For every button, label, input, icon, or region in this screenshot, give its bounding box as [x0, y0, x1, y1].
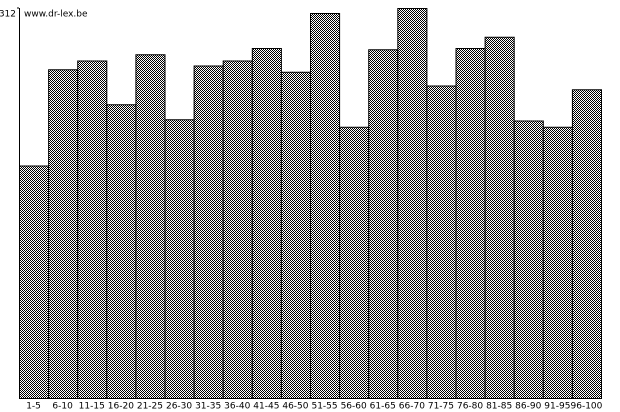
bar	[571, 89, 603, 399]
bar	[251, 48, 282, 399]
x-tick-label: 6-10	[52, 402, 73, 412]
x-tick-label: 56-60	[341, 402, 367, 412]
x-tick-label: 91-95	[544, 402, 570, 412]
bar	[135, 54, 166, 399]
x-tick-label: 1-5	[26, 402, 41, 412]
x-tick-label: 31-35	[195, 402, 221, 412]
bar	[484, 36, 515, 399]
bar	[280, 71, 311, 399]
bar	[368, 49, 399, 399]
x-tick-label: 51-55	[311, 402, 337, 412]
bar	[106, 104, 137, 399]
bar	[426, 85, 457, 399]
bar	[222, 60, 253, 399]
x-tick-label: 81-85	[486, 402, 512, 412]
x-tick-label: 26-30	[166, 402, 192, 412]
x-tick-label: 46-50	[282, 402, 308, 412]
watermark: www.dr-lex.be	[24, 10, 88, 20]
x-tick-label: 76-80	[457, 402, 483, 412]
bar	[455, 48, 486, 399]
x-tick-label: 86-90	[515, 402, 541, 412]
bar	[397, 8, 428, 399]
x-tick-label: 41-45	[253, 402, 279, 412]
bar	[193, 65, 224, 399]
x-tick-label: 61-65	[370, 402, 396, 412]
x-tick-label: 11-15	[79, 402, 105, 412]
x-tick-label: 66-70	[399, 402, 425, 412]
bar	[339, 126, 370, 399]
x-tick-label: 36-40	[224, 402, 250, 412]
x-tick-label: 96-100	[571, 402, 603, 412]
bar	[77, 60, 108, 399]
bar	[513, 120, 544, 399]
x-tick-label: 21-25	[137, 402, 163, 412]
bar	[164, 119, 195, 399]
bar	[542, 126, 573, 399]
x-tick-label: 16-20	[108, 402, 134, 412]
y-tick-label: 312	[0, 10, 16, 20]
bar	[19, 165, 50, 399]
bar	[310, 13, 341, 399]
bar	[48, 69, 79, 399]
x-tick-label: 71-75	[428, 402, 454, 412]
